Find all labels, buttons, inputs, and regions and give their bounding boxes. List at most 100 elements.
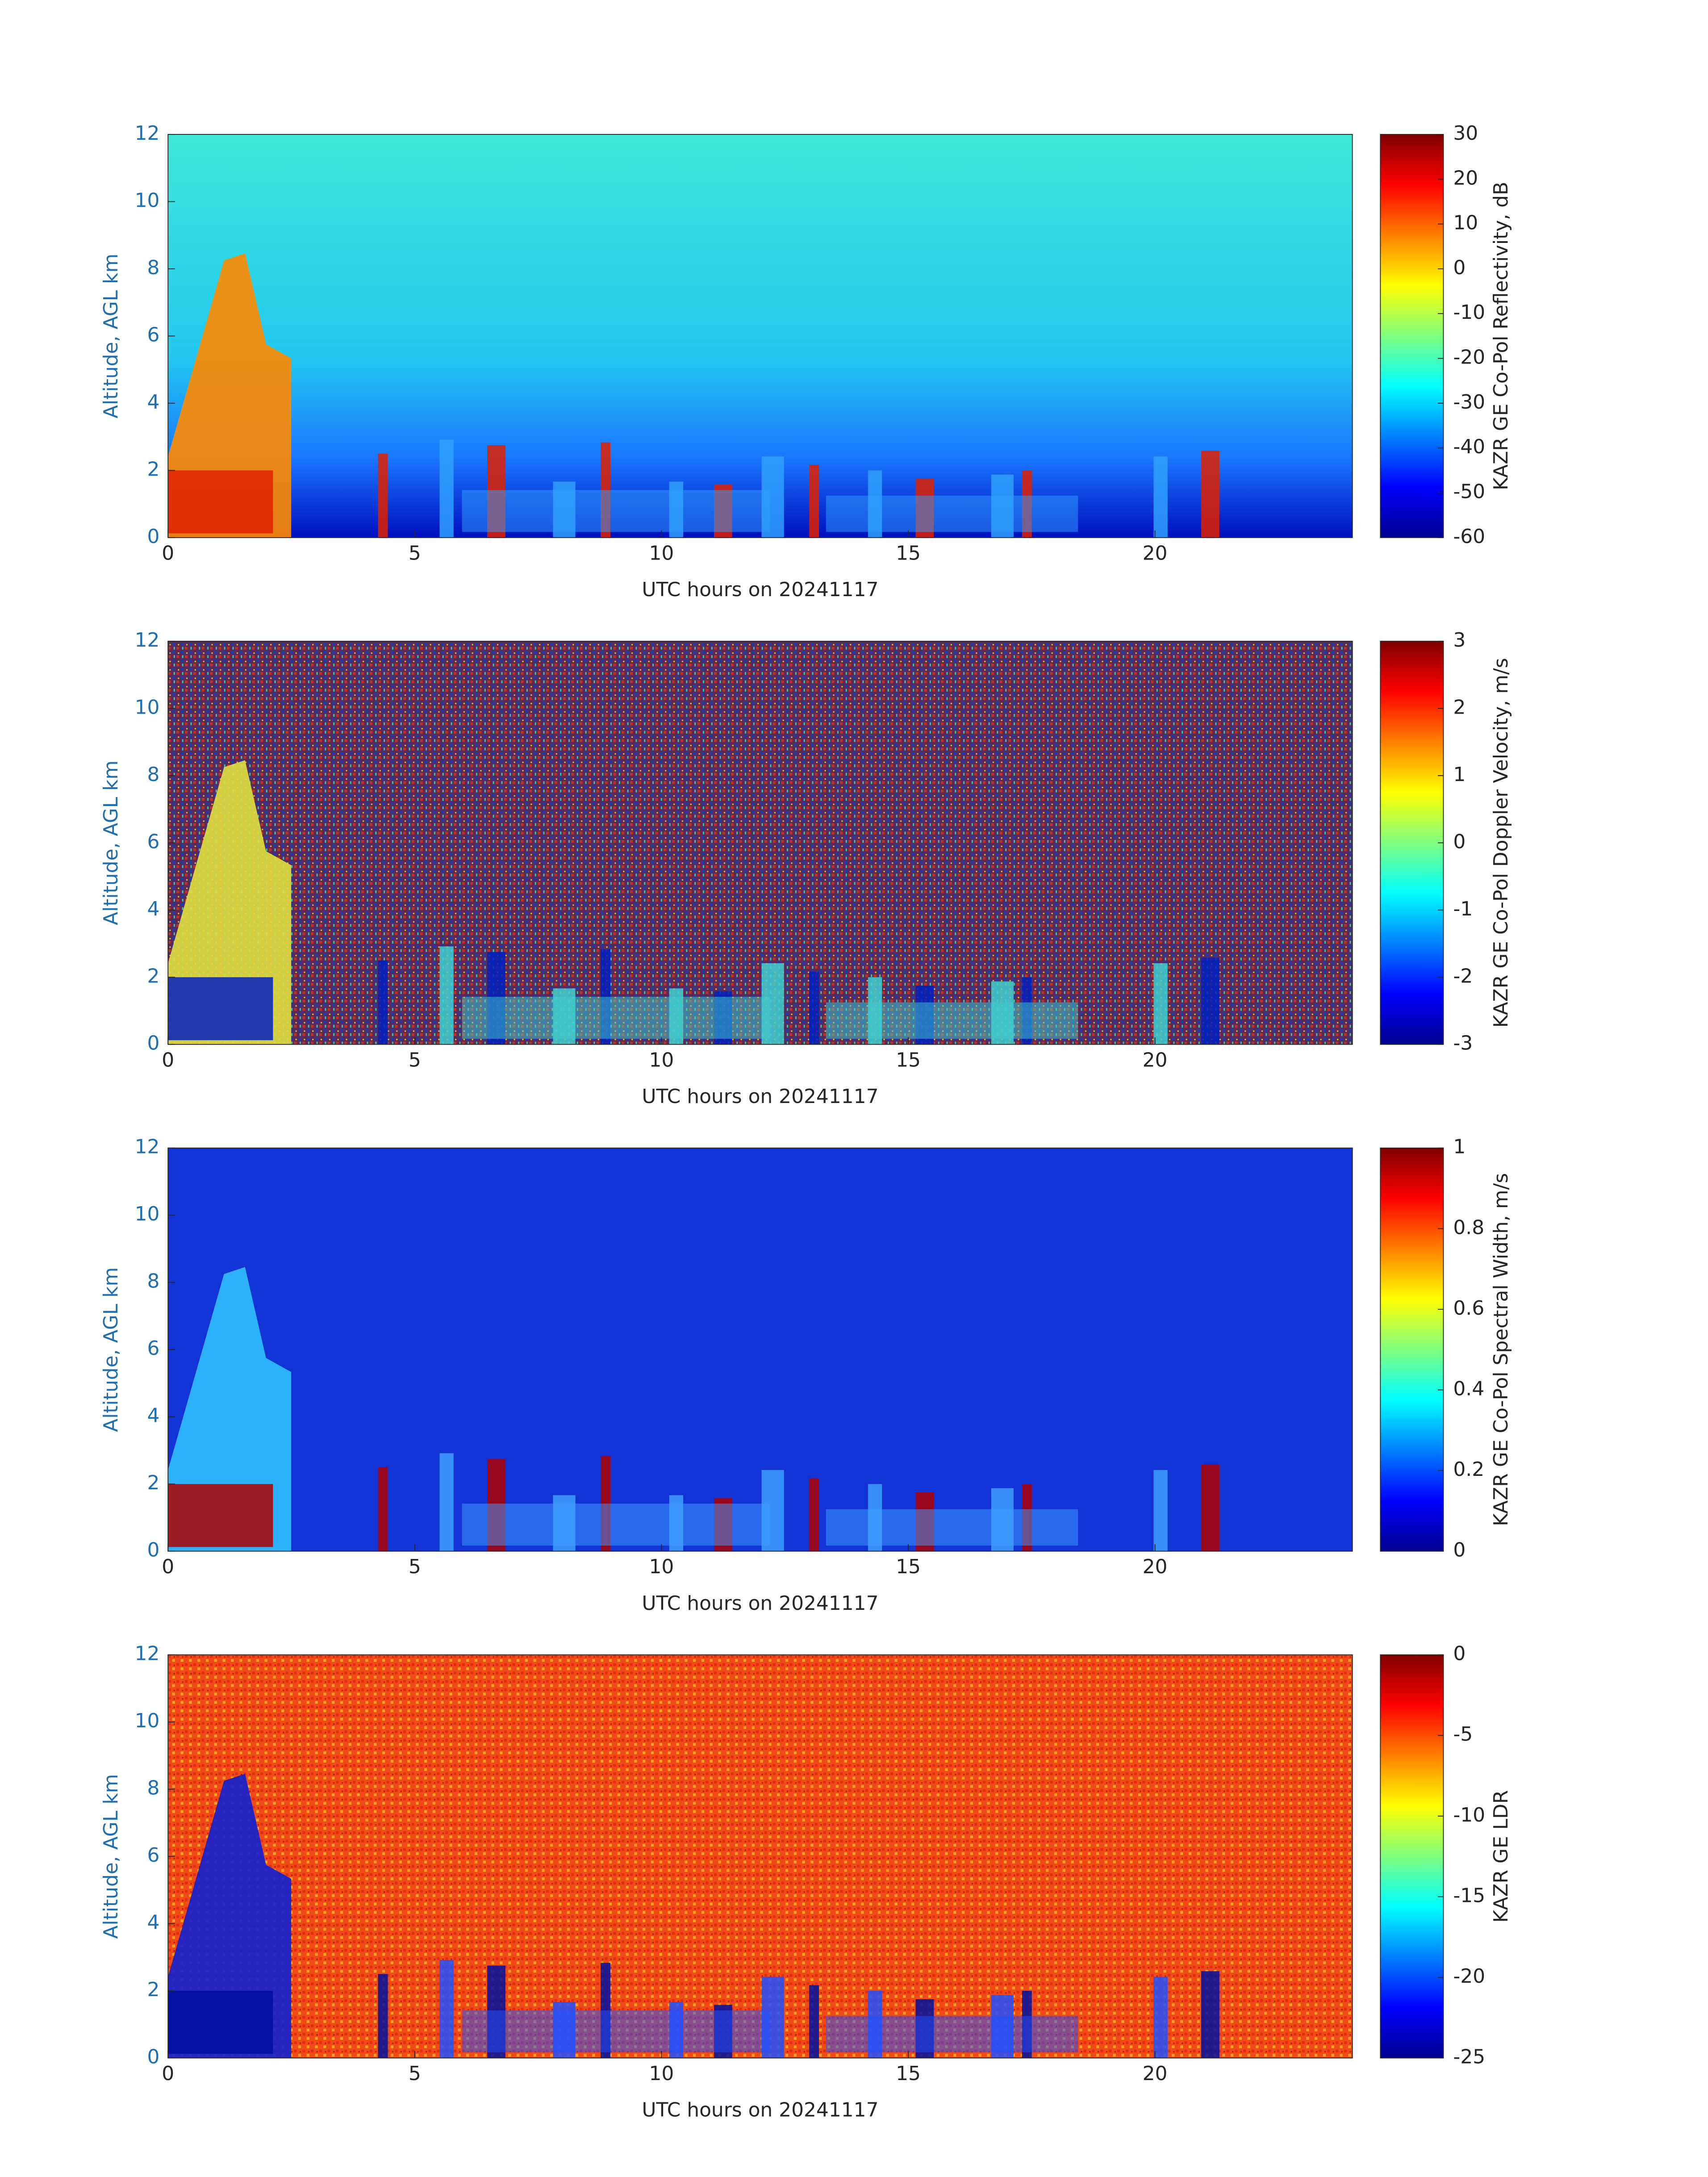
echo (168, 977, 273, 1040)
echo (378, 1467, 388, 1551)
echo (1201, 451, 1219, 538)
x-tick-label: 5 (409, 2062, 421, 2085)
y-tick-label: 2 (147, 1978, 159, 2001)
heatmap-background (168, 641, 1353, 1045)
x-tick-label: 15 (896, 1049, 921, 1071)
x-tick-label: 5 (409, 1555, 421, 1578)
colorbar-tick-label: -15 (1453, 1884, 1485, 1907)
colorbar-tick-label: -60 (1453, 525, 1485, 548)
echo (462, 2010, 770, 2052)
echo (168, 470, 273, 534)
echo (168, 253, 292, 538)
x-axis-label: UTC hours on 20241117 (642, 1085, 878, 1108)
echo (462, 490, 770, 532)
echo (809, 1985, 819, 2058)
echo (1153, 1976, 1168, 2058)
y-tick-label: 12 (135, 1642, 160, 1665)
y-axis-label: Altitude, AGL km (100, 1774, 122, 1939)
echo (826, 495, 1078, 532)
colorbar-tick-label: 0.2 (1453, 1458, 1484, 1481)
y-tick-label: 10 (135, 189, 160, 212)
x-tick-label: 0 (162, 1555, 174, 1578)
colorbar-tick-label: 1 (1453, 1136, 1466, 1158)
x-tick-label: 20 (1143, 1555, 1168, 1578)
echo (378, 453, 388, 538)
y-tick-label: 2 (147, 1471, 159, 1494)
colorbar-tick-label: 0.4 (1453, 1377, 1484, 1400)
echo (1153, 456, 1168, 538)
colorbar (1380, 640, 1444, 1045)
colorbar-tick-label: 2 (1453, 696, 1466, 719)
y-tick-label: 10 (135, 1203, 160, 1225)
x-tick-label: 0 (162, 1049, 174, 1071)
echo (439, 439, 454, 538)
echo (1153, 1470, 1168, 1551)
echo (809, 464, 819, 538)
echo (168, 1991, 273, 2054)
echo (439, 1960, 454, 2058)
colorbar-tick-label: 3 (1453, 629, 1466, 652)
colorbar-tick-label: 10 (1453, 212, 1478, 234)
y-tick-label: 12 (135, 122, 160, 145)
colorbar-tick-label: -1 (1453, 898, 1473, 920)
y-tick-label: 4 (147, 898, 159, 920)
echo (378, 1974, 388, 2058)
echo (168, 1774, 292, 2058)
x-tick-label: 20 (1143, 542, 1168, 564)
y-tick-label: 0 (147, 525, 159, 548)
x-tick-label: 15 (896, 542, 921, 564)
x-tick-label: 10 (649, 1049, 674, 1071)
y-tick-label: 4 (147, 1911, 159, 1934)
colorbar-tick-label: 0 (1453, 830, 1466, 853)
y-tick-label: 6 (147, 1337, 159, 1360)
colorbar (1380, 1147, 1444, 1552)
colorbar-tick-label: -40 (1453, 435, 1485, 458)
x-tick-label: 10 (649, 1555, 674, 1578)
colorbar-tick-label: 0 (1453, 256, 1466, 279)
y-tick-label: 0 (147, 1032, 159, 1055)
colorbar-tick-label: 0 (1453, 1642, 1466, 1665)
y-axis-label: Altitude, AGL km (100, 760, 122, 925)
echo (1201, 957, 1219, 1045)
heatmap-background (168, 1655, 1353, 2058)
colorbar-tick-label: 0.6 (1453, 1297, 1484, 1320)
y-tick-label: 8 (147, 1270, 159, 1293)
x-tick-label: 10 (649, 542, 674, 564)
colorbar-tick-label: -20 (1453, 346, 1485, 369)
colorbar-tick-label: 1 (1453, 763, 1466, 786)
y-axis-label: Altitude, AGL km (100, 254, 122, 418)
x-axis-label: UTC hours on 20241117 (642, 2099, 878, 2122)
colorbar-tick-label: 30 (1453, 122, 1478, 145)
echo (826, 1002, 1078, 1039)
echo (826, 2016, 1078, 2052)
colorbar-tick-label: -2 (1453, 965, 1473, 987)
y-tick-label: 10 (135, 696, 160, 719)
colorbar-tick-label: -5 (1453, 1723, 1473, 1746)
x-tick-label: 10 (649, 2062, 674, 2085)
colorbar-label: KAZR GE LDR (1490, 1790, 1512, 1923)
y-tick-label: 6 (147, 1844, 159, 1867)
x-axis-label: UTC hours on 20241117 (642, 1592, 878, 1615)
y-tick-label: 0 (147, 1539, 159, 1562)
echo (168, 1267, 292, 1551)
echo (1201, 1971, 1219, 2058)
x-axis-label: UTC hours on 20241117 (642, 578, 878, 601)
colorbar-label: KAZR GE Co-Pol Doppler Velocity, m/s (1490, 658, 1512, 1028)
colorbar-tick-label: -3 (1453, 1032, 1473, 1055)
echo (439, 1453, 454, 1551)
x-tick-label: 20 (1143, 2062, 1168, 2085)
echo (826, 1509, 1078, 1546)
colorbar-tick-label: 0 (1453, 1539, 1466, 1562)
echo (1153, 963, 1168, 1045)
y-tick-label: 6 (147, 323, 159, 346)
colorbar-tick-label: -50 (1453, 481, 1485, 503)
echo (378, 960, 388, 1045)
echo (809, 971, 819, 1045)
colorbar-label: KAZR GE Co-Pol Reflectivity, dB (1490, 182, 1512, 490)
x-tick-label: 5 (409, 1049, 421, 1071)
y-tick-label: 4 (147, 1404, 159, 1427)
x-tick-label: 20 (1143, 1049, 1168, 1071)
y-tick-label: 0 (147, 2046, 159, 2068)
echo (439, 946, 454, 1045)
x-tick-label: 0 (162, 2062, 174, 2085)
